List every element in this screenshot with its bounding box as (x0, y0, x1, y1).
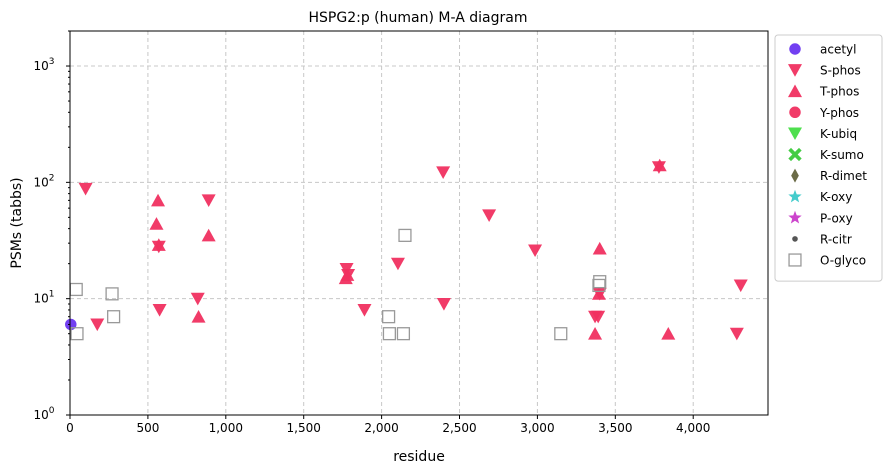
data-point-s-phos (591, 310, 606, 324)
data-point-s-phos (436, 166, 451, 179)
legend-marker-k-oxy (788, 189, 802, 203)
legend-label: R-citr (820, 232, 852, 246)
data-point-s-phos (729, 327, 744, 341)
y-axis: 100 101 102 103 (33, 30, 70, 422)
legend-label: S-phos (820, 64, 861, 78)
legend-label: K-ubiq (820, 127, 857, 141)
plot-frame (69, 30, 769, 416)
y-tick-label: 102 (33, 173, 54, 189)
legend-marker-p-oxy (788, 210, 802, 224)
legend: acetyl S-phos T-phos Y-phos K-ubiq K-sumo R-di… (774, 34, 883, 282)
legend-label: T-phos (819, 85, 859, 99)
data-point-t-phos (592, 241, 607, 255)
data-point-s-phos (201, 194, 216, 208)
legend-label: K-sumo (820, 148, 864, 162)
data-point-s-phos (357, 303, 372, 317)
data-point-o-glyco (107, 310, 121, 324)
chart-title: HSPG2:p (human) M-A diagram (309, 10, 528, 26)
x-tick-label: 0 (66, 421, 74, 435)
y-axis-label: PSMs (tabbs) (9, 177, 25, 268)
x-tick-label: 3,000 (520, 421, 554, 435)
legend-marker-r-citr (792, 236, 798, 242)
x-tick-label: 2,000 (364, 421, 398, 435)
data-point-o-glyco (398, 228, 412, 242)
legend-label: Y-phos (819, 106, 859, 120)
legend-marker-acetyl (789, 43, 801, 55)
data-point-s-phos (390, 257, 405, 271)
data-point-s-phos (190, 292, 205, 306)
y-tick-label: 100 (33, 406, 54, 422)
x-tick-label: 4,000 (676, 421, 710, 435)
x-tick-label: 3,500 (598, 421, 632, 435)
data-point-t-phos (340, 268, 355, 281)
data-point-s-phos (733, 279, 748, 293)
data-point-s-phos (78, 182, 93, 196)
legend-box (774, 34, 883, 282)
data-point-o-glyco (592, 278, 606, 293)
legend-marker-y-phos (789, 106, 801, 119)
data-point-o-glyco (69, 282, 83, 297)
legend-label: R-dimet (820, 169, 867, 183)
data-point-o-glyco (382, 327, 396, 341)
data-point-s-phos (528, 244, 543, 258)
x-tick-label: 1,000 (209, 421, 243, 435)
y-tick-label: 103 (33, 57, 54, 73)
data-point-t-phos (661, 327, 676, 340)
data-point-t-phos (588, 327, 603, 340)
data-point-s-phos (90, 318, 105, 332)
grid (70, 31, 768, 415)
data-points (65, 158, 748, 341)
data-point-o-glyco (554, 327, 568, 341)
legend-label: K-oxy (820, 190, 852, 204)
legend-label: acetyl (820, 43, 856, 57)
data-point-s-phos (482, 209, 497, 223)
data-point-s-phos (152, 303, 167, 317)
x-axis-label: residue (393, 449, 445, 465)
legend-marker-s-phos (788, 64, 802, 77)
data-point-s-phos (436, 298, 451, 311)
data-point-t-phos (151, 238, 166, 251)
y-tick-label: 101 (33, 290, 54, 306)
data-point-t-phos (191, 310, 206, 323)
data-point-t-phos (201, 228, 216, 242)
data-point-t-phos (151, 193, 166, 207)
legend-marker-o-glyco (788, 253, 802, 267)
data-point-t-phos (149, 217, 164, 230)
legend-marker-k-ubiq (788, 127, 802, 141)
data-point-o-glyco (105, 287, 119, 301)
data-point-o-glyco (396, 327, 411, 341)
legend-marker-r-dimet (791, 168, 799, 183)
x-tick-label: 500 (136, 421, 159, 435)
data-point-t-phos (652, 158, 667, 172)
data-point-o-glyco (382, 310, 396, 324)
legend-label: O-glyco (820, 254, 866, 268)
data-point-o-glyco (70, 327, 84, 341)
x-axis: 0 500 1,000 1,500 2,000 2,500 3,000 3,500 4,000 (66, 415, 710, 435)
data-point-o-glyco (593, 275, 607, 289)
legend-label: P-oxy (820, 211, 853, 225)
data-point-t-phos (591, 287, 606, 300)
legend-marker-t-phos (788, 84, 802, 98)
x-tick-label: 1,500 (287, 421, 321, 435)
legend-marker-k-sumo (788, 147, 802, 162)
x-tick-label: 2,500 (442, 421, 476, 435)
